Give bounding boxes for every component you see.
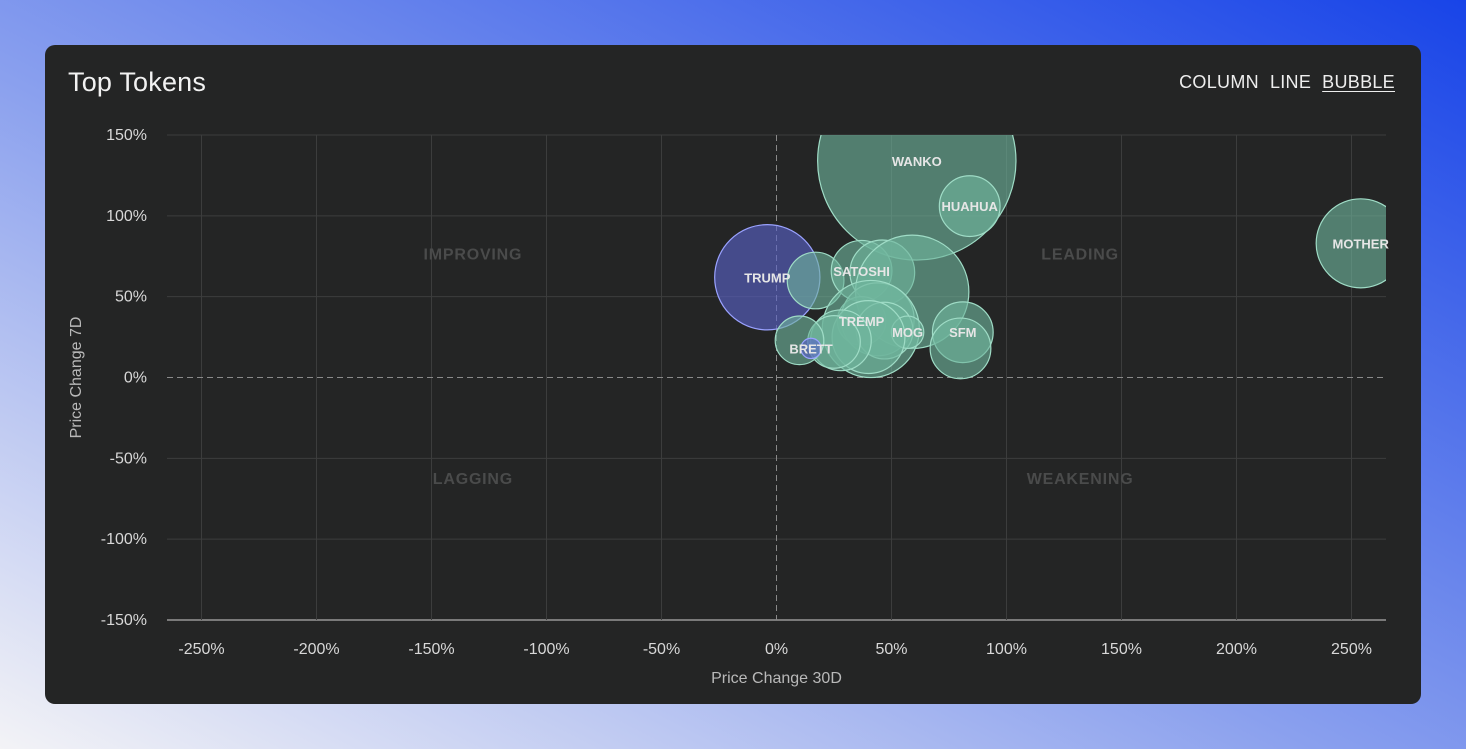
bubble-label: BRETT [789,341,832,356]
bubble-label: HUAHUA [942,199,999,214]
top-tokens-card: Top Tokens COLUMN LINE BUBBLE 150% 100% 50… [45,45,1421,704]
x-tick-label: -100% [523,641,569,658]
x-axis-label: Price Change 30D [711,670,842,687]
y-tick-label: -150% [101,612,147,629]
x-tick-label: 150% [1101,641,1142,658]
bubble-label: MOTHER [1333,236,1390,251]
chart-view-toggle: COLUMN LINE BUBBLE [1179,72,1395,93]
bubble-point [938,175,1001,238]
x-tick-label: -250% [178,641,224,658]
view-option-column[interactable]: COLUMN [1179,72,1259,92]
view-option-bubble[interactable]: BUBBLE [1322,72,1395,92]
x-tick-label: 200% [1216,641,1257,658]
bubble-label: TRUMP [744,270,791,285]
y-tick-label: 0% [124,370,147,387]
x-tick-label: 0% [765,641,788,658]
bubble-labels: WANKO HUAHUA MOTHER TRUMP SATOSHI TREMP MOG BRE… [744,154,1389,357]
y-axis-label: Price Change 7D [68,317,85,439]
quadrant-label-lagging: LAGGING [433,471,513,488]
bubble-point [800,337,822,360]
x-tick-label: -50% [643,641,680,658]
bubble-label: SFM [949,325,976,340]
x-tick-label: -150% [408,641,454,658]
x-tick-label: 250% [1331,641,1372,658]
y-tick-label: 150% [106,127,147,144]
bubble-label: MOG [892,325,923,340]
y-tick-label: 50% [115,289,147,306]
y-tick-label: -50% [110,450,147,467]
bubble-label: WANKO [892,154,942,169]
card-title: Top Tokens [68,67,207,97]
x-tick-label: -200% [293,641,339,658]
bubble-label: TREMP [839,314,885,329]
y-tick-label: 100% [106,208,147,225]
bubble-chart: 150% 100% 50% 0% -50% -100% -150% -250% -200% -15… [68,127,1389,687]
bubble-label: SATOSHI [833,264,890,279]
bubble-point [929,317,992,380]
quadrant-label-improving: IMPROVING [424,246,523,263]
bubble-point [1315,198,1386,289]
y-tick-label: -100% [101,531,147,548]
x-tick-label: 50% [875,641,907,658]
chart-grid [167,134,1386,621]
quadrant-label-leading: LEADING [1041,246,1119,263]
view-option-line[interactable]: LINE [1269,72,1312,92]
x-tick-label: 100% [986,641,1027,658]
bubbles [714,135,1386,380]
quadrant-label-weakening: WEAKENING [1027,471,1134,488]
